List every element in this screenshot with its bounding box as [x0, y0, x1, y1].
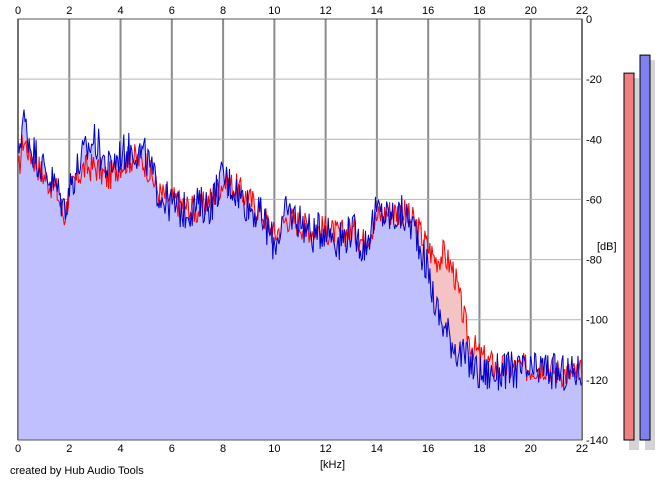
x-tick-label-bottom: 20 — [525, 443, 537, 455]
x-tick-label-bottom: 14 — [371, 443, 383, 455]
plot-frame — [17, 18, 583, 441]
y-tick-label: -120 — [586, 375, 608, 387]
x-tick-label-top: 10 — [268, 5, 280, 17]
y-tick-label: -100 — [586, 315, 608, 327]
y-tick-label: -60 — [586, 194, 602, 206]
x-tick-label-top: 4 — [117, 5, 123, 17]
x-tick-label-top: 14 — [371, 5, 383, 17]
level-meters — [623, 54, 655, 450]
x-tick-label-bottom: 12 — [320, 443, 332, 455]
x-tick-label-bottom: 0 — [15, 443, 21, 455]
y-axis-label: [dB] — [597, 241, 617, 253]
x-tick-label-bottom: 18 — [473, 443, 485, 455]
y-tick-label: -80 — [586, 255, 602, 267]
x-tick-label-bottom: 10 — [268, 443, 280, 455]
series-2-line — [17, 109, 583, 391]
credit-text: created by Hub Audio Tools — [10, 465, 144, 477]
tick-labels: 002244668810101212141416161818202022220-… — [15, 5, 608, 455]
x-tick-label-top: 6 — [169, 5, 175, 17]
series-1-line — [17, 134, 583, 389]
y-tick-label: -40 — [586, 134, 602, 146]
x-tick-label-bottom: 4 — [117, 443, 123, 455]
x-tick-label-top: 8 — [220, 5, 226, 17]
x-tick-label-bottom: 22 — [576, 443, 588, 455]
y-tick-label: -140 — [586, 435, 608, 447]
x-axis-label: [kHz] — [320, 459, 345, 471]
y-tick-label: 0 — [586, 14, 592, 26]
x-tick-label-top: 2 — [66, 5, 72, 17]
x-tick-label-top: 18 — [473, 5, 485, 17]
y-tick-label: -20 — [586, 74, 602, 86]
x-tick-label-top: 0 — [15, 5, 21, 17]
level-meter-bar — [639, 54, 651, 441]
x-tick-label-bottom: 8 — [220, 443, 226, 455]
x-tick-label-bottom: 16 — [422, 443, 434, 455]
x-tick-label-top: 20 — [525, 5, 537, 17]
level-meter-bar — [623, 72, 635, 441]
x-tick-label-top: 16 — [422, 5, 434, 17]
series-layer — [17, 109, 583, 441]
series-2-area — [18, 109, 582, 440]
x-tick-label-top: 22 — [576, 5, 588, 17]
x-tick-label-bottom: 2 — [66, 443, 72, 455]
x-tick-label-top: 12 — [320, 5, 332, 17]
x-tick-label-bottom: 6 — [169, 443, 175, 455]
